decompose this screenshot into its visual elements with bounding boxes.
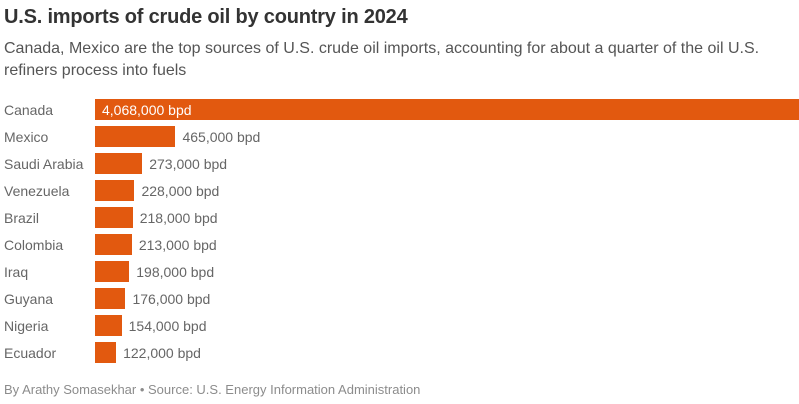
bar-row: Brazil 218,000 bpd	[4, 207, 799, 228]
bar	[95, 180, 135, 201]
bar: 4,068,000 bpd	[95, 99, 799, 120]
value-label: 213,000 bpd	[138, 236, 217, 253]
bar-track: 218,000 bpd	[95, 207, 799, 228]
bar-chart: Canada 4,068,000 bpd Mexico 465,000 bpd Saud…	[4, 99, 799, 363]
country-label: Colombia	[4, 236, 64, 253]
bar	[95, 315, 122, 336]
bar	[95, 234, 132, 255]
value-label: 154,000 bpd	[128, 317, 207, 334]
bar	[95, 261, 130, 282]
bar	[95, 153, 143, 174]
bar-row: Colombia 213,000 bpd	[4, 234, 799, 255]
value-label: 198,000 bpd	[136, 263, 215, 280]
bar-row: Venezuela 228,000 bpd	[4, 180, 799, 201]
bar-row: Saudi Arabia 273,000 bpd	[4, 153, 799, 174]
value-label: 273,000 bpd	[149, 155, 228, 172]
country-label: Ecuador	[4, 344, 57, 361]
value-label: 122,000 bpd	[123, 344, 201, 361]
bar-track: 228,000 bpd	[95, 180, 799, 201]
bar-track: 154,000 bpd	[95, 315, 799, 336]
bar-track: 273,000 bpd	[95, 153, 799, 174]
bar-track: 213,000 bpd	[95, 234, 799, 255]
bar-row: Mexico 465,000 bpd	[4, 126, 799, 147]
country-label: Venezuela	[4, 182, 70, 199]
bar-row: Ecuador 122,000 bpd	[4, 342, 799, 363]
bar-track: 198,000 bpd	[95, 261, 799, 282]
country-label: Saudi Arabia	[4, 155, 84, 172]
byline-source: By Arathy Somasekhar • Source: U.S. Ener…	[4, 382, 421, 397]
value-label: 218,000 bpd	[139, 209, 218, 226]
bar-row: Iraq 198,000 bpd	[4, 261, 799, 282]
bar	[95, 288, 126, 309]
value-label: 465,000 bpd	[182, 128, 261, 145]
bar-track: 4,068,000 bpd	[95, 99, 799, 120]
bar	[95, 126, 176, 147]
value-label: 228,000 bpd	[141, 182, 220, 199]
bar-row: Nigeria 154,000 bpd	[4, 315, 799, 336]
bar	[95, 342, 117, 363]
bar-row: Canada 4,068,000 bpd	[4, 99, 799, 120]
country-label: Mexico	[4, 128, 49, 145]
value-label: 176,000 bpd	[132, 290, 211, 307]
country-label: Brazil	[4, 209, 40, 226]
bar-row: Guyana 176,000 bpd	[4, 288, 799, 309]
bar-track: 465,000 bpd	[95, 126, 799, 147]
bar-track: 176,000 bpd	[95, 288, 799, 309]
chart-title: U.S. imports of crude oil by country in …	[4, 6, 408, 28]
value-label: 4,068,000 bpd	[102, 101, 192, 118]
country-label: Nigeria	[4, 317, 49, 334]
country-label: Canada	[4, 101, 54, 118]
country-label: Iraq	[4, 263, 29, 280]
bar-track: 122,000 bpd	[95, 342, 799, 363]
bar	[95, 207, 133, 228]
country-label: Guyana	[4, 290, 54, 307]
chart-subtitle: Canada, Mexico are the top sources of U.…	[4, 40, 760, 79]
